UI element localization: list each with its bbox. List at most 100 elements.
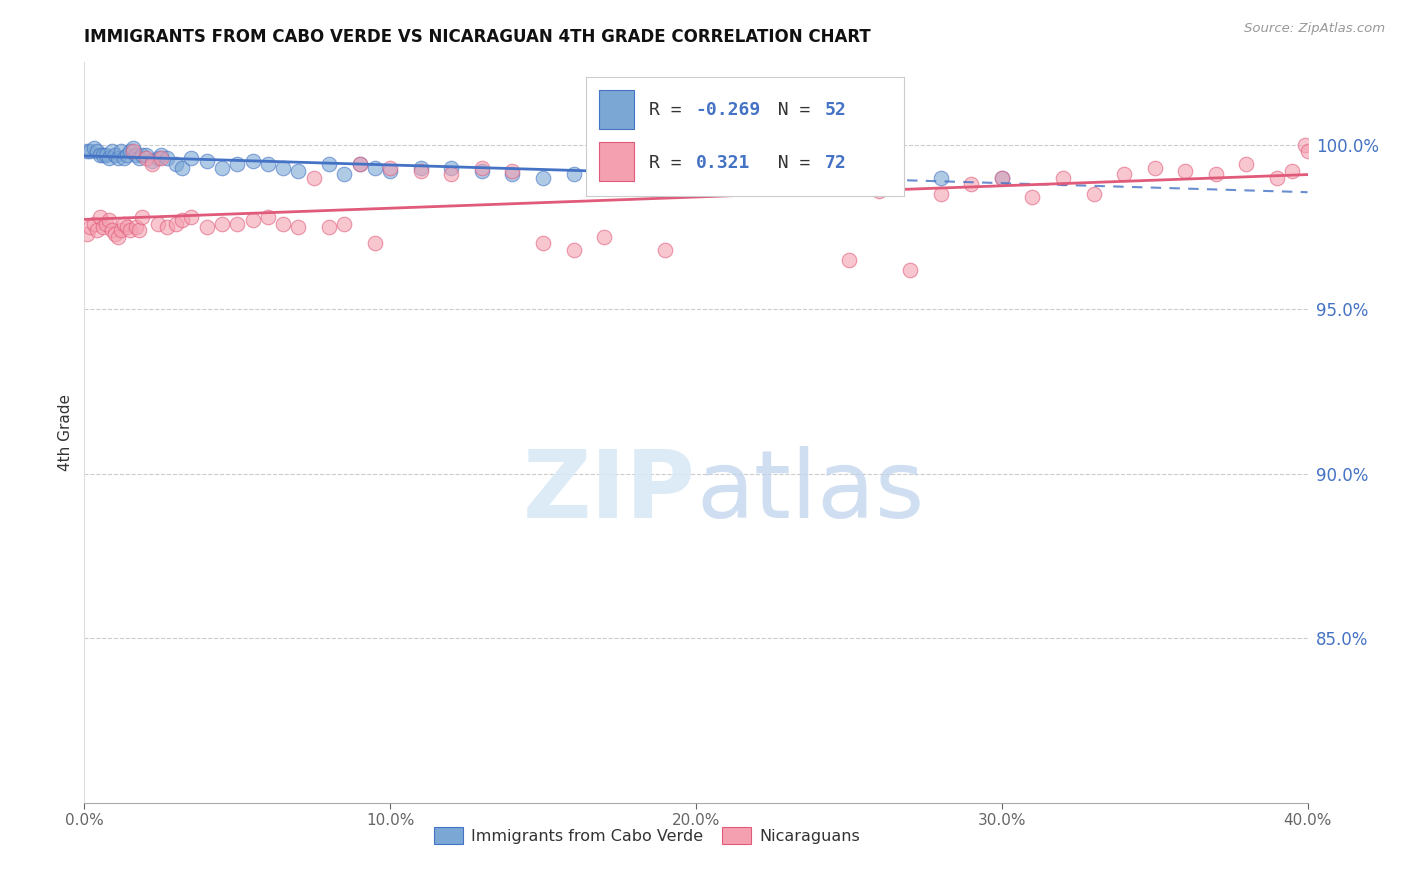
Point bbox=[1021, 190, 1043, 204]
Point bbox=[195, 154, 218, 169]
Point bbox=[242, 154, 264, 169]
Point bbox=[180, 210, 202, 224]
Point bbox=[146, 151, 169, 165]
Text: ZIP: ZIP bbox=[523, 446, 696, 538]
Point bbox=[1205, 167, 1227, 181]
Point bbox=[79, 219, 101, 234]
Point bbox=[1294, 137, 1316, 152]
Point bbox=[91, 147, 114, 161]
Point bbox=[409, 164, 432, 178]
Point bbox=[898, 262, 921, 277]
Point bbox=[146, 217, 169, 231]
Point bbox=[991, 170, 1014, 185]
Point bbox=[302, 170, 325, 185]
Point bbox=[149, 147, 172, 161]
Point bbox=[83, 217, 105, 231]
Point bbox=[716, 167, 738, 181]
Point bbox=[991, 170, 1014, 185]
Point bbox=[91, 219, 114, 234]
Point bbox=[440, 161, 463, 175]
Point bbox=[364, 236, 387, 251]
Point bbox=[112, 217, 135, 231]
Point bbox=[257, 210, 280, 224]
Point bbox=[76, 227, 98, 241]
Point bbox=[364, 161, 387, 175]
Point bbox=[929, 170, 952, 185]
Point bbox=[107, 151, 129, 165]
Point bbox=[141, 154, 163, 169]
Point bbox=[409, 161, 432, 175]
Point bbox=[86, 223, 108, 237]
Point bbox=[135, 147, 157, 161]
Point bbox=[1174, 164, 1197, 178]
Point bbox=[380, 164, 402, 178]
Point bbox=[94, 147, 117, 161]
Legend: Immigrants from Cabo Verde, Nicaraguans: Immigrants from Cabo Verde, Nicaraguans bbox=[427, 821, 866, 850]
Point bbox=[440, 167, 463, 181]
Point bbox=[101, 223, 124, 237]
Text: atlas: atlas bbox=[696, 446, 924, 538]
Point bbox=[110, 223, 132, 237]
Point bbox=[271, 217, 294, 231]
Point bbox=[1114, 167, 1136, 181]
Point bbox=[593, 230, 616, 244]
Point bbox=[165, 217, 187, 231]
Point bbox=[776, 164, 799, 178]
Point bbox=[172, 161, 194, 175]
Point bbox=[716, 174, 738, 188]
Point bbox=[349, 157, 371, 171]
Point bbox=[94, 217, 117, 231]
Point bbox=[838, 252, 860, 267]
Point bbox=[869, 184, 891, 198]
Point bbox=[195, 219, 218, 234]
Point bbox=[531, 170, 554, 185]
Point bbox=[83, 141, 105, 155]
Point bbox=[89, 147, 111, 161]
Point bbox=[104, 147, 127, 161]
Point bbox=[562, 243, 585, 257]
Point bbox=[135, 151, 157, 165]
Point bbox=[1083, 187, 1105, 202]
Point bbox=[149, 151, 172, 165]
Point bbox=[120, 145, 142, 159]
Point bbox=[380, 161, 402, 175]
Point bbox=[471, 164, 494, 178]
Point bbox=[86, 145, 108, 159]
Point bbox=[110, 145, 132, 159]
Point bbox=[122, 145, 145, 159]
Point bbox=[97, 151, 120, 165]
Point bbox=[1265, 170, 1288, 185]
Point bbox=[115, 147, 138, 161]
Point bbox=[141, 157, 163, 171]
Point bbox=[104, 227, 127, 241]
Point bbox=[122, 141, 145, 155]
Point bbox=[685, 170, 707, 185]
Point bbox=[624, 177, 647, 191]
Point bbox=[271, 161, 294, 175]
Point bbox=[112, 151, 135, 165]
Point bbox=[101, 145, 124, 159]
Point bbox=[242, 213, 264, 227]
Point bbox=[747, 170, 769, 185]
Point bbox=[165, 157, 187, 171]
Point bbox=[685, 170, 707, 185]
Point bbox=[1052, 170, 1074, 185]
Point bbox=[869, 167, 891, 181]
Point bbox=[471, 161, 494, 175]
Point bbox=[349, 157, 371, 171]
Point bbox=[333, 217, 356, 231]
Point bbox=[125, 147, 148, 161]
Point bbox=[502, 167, 524, 181]
Point bbox=[97, 213, 120, 227]
Point bbox=[1236, 157, 1258, 171]
Point bbox=[226, 157, 249, 171]
Point bbox=[128, 223, 150, 237]
Point bbox=[125, 219, 148, 234]
Point bbox=[89, 210, 111, 224]
Point bbox=[115, 219, 138, 234]
Point bbox=[128, 151, 150, 165]
Y-axis label: 4th Grade: 4th Grade bbox=[58, 394, 73, 471]
Point bbox=[120, 223, 142, 237]
Point bbox=[838, 157, 860, 171]
Point bbox=[211, 217, 233, 231]
